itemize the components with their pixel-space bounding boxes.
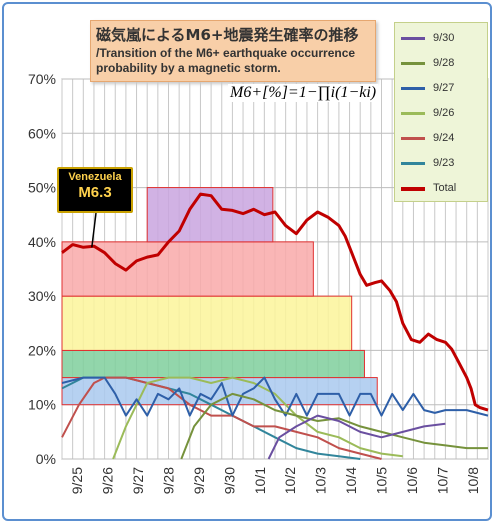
y-tick-label: 50% <box>28 180 56 196</box>
probability-band <box>61 295 353 351</box>
legend-swatch <box>401 187 425 191</box>
x-tick-label: 10/3 <box>313 467 329 494</box>
series-line-9-27 <box>61 376 489 417</box>
legend-swatch <box>401 37 425 40</box>
series-line-9-24 <box>61 376 382 460</box>
chart-subtitle: /Transition of the M6+ earthquake occurr… <box>96 46 356 75</box>
legend-item: 9/27 <box>401 81 485 95</box>
legend-item: 9/30 <box>401 31 485 45</box>
x-tick-label: 10/2 <box>282 467 298 494</box>
chart-frame: 0% 10% 20% 30% 40% 50% 60% 70% 9/25 9/26 9/27 9/28 9… <box>2 2 492 521</box>
legend-label: Total <box>433 182 457 194</box>
series-line-9-26 <box>112 376 403 460</box>
legend-swatch <box>401 162 425 165</box>
x-tick-label: 10/5 <box>374 467 390 494</box>
legend-label: 9/28 <box>433 57 455 69</box>
y-tick-label: 40% <box>28 234 56 250</box>
legend-swatch <box>401 87 425 90</box>
x-tick-label: 9/29 <box>191 467 207 494</box>
x-tick-label: 9/30 <box>221 467 237 494</box>
legend-label: 9/27 <box>433 82 455 94</box>
annotation-value: M6.3 <box>78 184 112 201</box>
x-tick-label: 10/1 <box>252 467 268 494</box>
legend-swatch <box>401 112 425 115</box>
title-box: 磁気嵐によるM6+地震発生確率の推移 /Transition of the M6… <box>90 20 376 82</box>
formula: M6+[%]=1−∏i(1−ki) <box>228 84 379 102</box>
probability-band <box>61 349 365 379</box>
x-tick-label: 10/7 <box>434 467 450 494</box>
y-tick-label: 20% <box>28 342 56 358</box>
x-tick-label: 10/8 <box>465 467 481 494</box>
legend-swatch <box>401 62 425 65</box>
legend-item: 9/26 <box>401 106 485 120</box>
y-tick-label: 70% <box>28 71 56 87</box>
series-line-9-28 <box>180 392 488 460</box>
annotation-title: Venezuela <box>68 171 122 183</box>
legend-label: 9/24 <box>433 132 455 144</box>
legend-item: 9/24 <box>401 131 485 145</box>
legend-label: 9/30 <box>433 32 455 44</box>
x-tick-label: 9/28 <box>161 467 177 494</box>
annotation-pointer <box>91 212 97 248</box>
legend-swatch <box>401 137 425 140</box>
y-tick-label: 60% <box>28 125 56 141</box>
legend-item: 9/28 <box>401 56 485 70</box>
legend: 9/30 9/28 9/27 9/26 9/24 9/23 Total <box>394 22 488 202</box>
legend-label: 9/26 <box>433 107 455 119</box>
legend-label: 9/23 <box>433 157 455 169</box>
series-line-9-30 <box>267 414 446 460</box>
y-tick-label: 0% <box>36 451 56 467</box>
annotation-callout: Venezuela M6.3 <box>57 167 133 213</box>
y-tick-label: 30% <box>28 288 56 304</box>
legend-item: 9/23 <box>401 156 485 170</box>
x-tick-label: 9/27 <box>130 467 146 494</box>
legend-item: Total <box>401 181 485 195</box>
series-line-total <box>61 192 489 412</box>
y-tick-label: 10% <box>28 397 56 413</box>
chart-title: 磁気嵐によるM6+地震発生確率の推移 <box>96 26 359 44</box>
x-tick-label: 10/6 <box>404 467 420 494</box>
x-tick-label: 10/4 <box>343 467 359 494</box>
x-tick-label: 9/26 <box>100 467 116 494</box>
x-tick-label: 9/25 <box>69 467 85 494</box>
